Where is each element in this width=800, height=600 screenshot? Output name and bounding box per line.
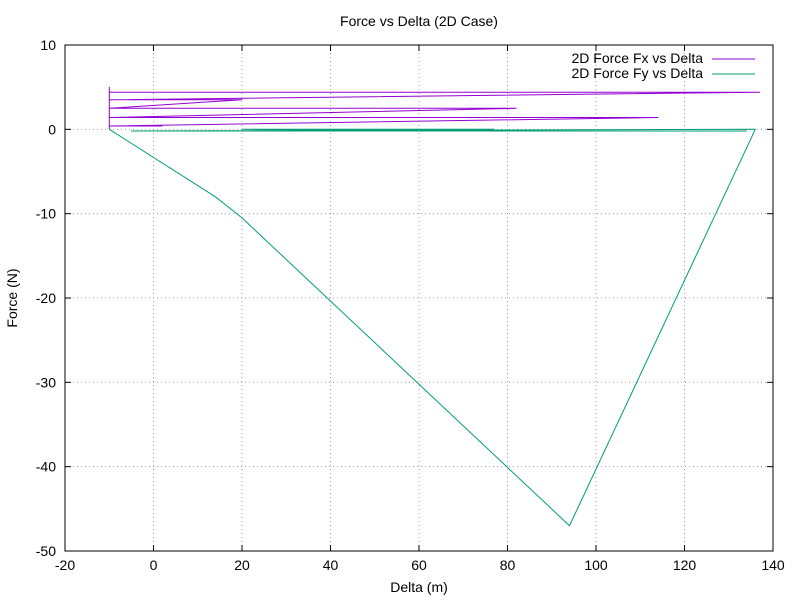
legend-label-fx: 2D Force Fx vs Delta	[572, 50, 704, 66]
x-tick-label: 20	[234, 557, 250, 573]
series-line-fx	[108, 86, 761, 130]
x-tick-label: 120	[673, 557, 697, 573]
y-tick-label: 10	[40, 37, 56, 53]
x-axis-label: Delta (m)	[390, 579, 448, 595]
y-axis-label: Force (N)	[4, 268, 20, 327]
legend-label-fy: 2D Force Fy vs Delta	[572, 65, 704, 81]
y-tick-label: -10	[36, 206, 56, 222]
y-tick-label: 0	[48, 121, 56, 137]
y-tick-label: -40	[36, 459, 56, 475]
x-tick-label: 0	[150, 557, 158, 573]
y-tick-label: -20	[36, 290, 56, 306]
y-tick-label: -30	[36, 374, 56, 390]
y-tick-label: -50	[36, 543, 56, 559]
x-tick-label: 40	[323, 557, 339, 573]
legend: 2D Force Fx vs Delta 2D Force Fy vs Delt…	[572, 50, 755, 81]
x-tick-label: 140	[761, 557, 785, 573]
x-tick-label: 80	[500, 557, 516, 573]
series-line-fy	[109, 128, 756, 527]
axis-ticks: -20 0 20 40 60 80 100 120 140 -50 -40 -30 -20 -10 0 10	[36, 37, 785, 573]
x-tick-label: -20	[55, 557, 75, 573]
x-tick-label: 100	[584, 557, 608, 573]
x-tick-label: 60	[411, 557, 427, 573]
series-layer	[108, 86, 761, 527]
chart-title: Force vs Delta (2D Case)	[340, 13, 498, 29]
